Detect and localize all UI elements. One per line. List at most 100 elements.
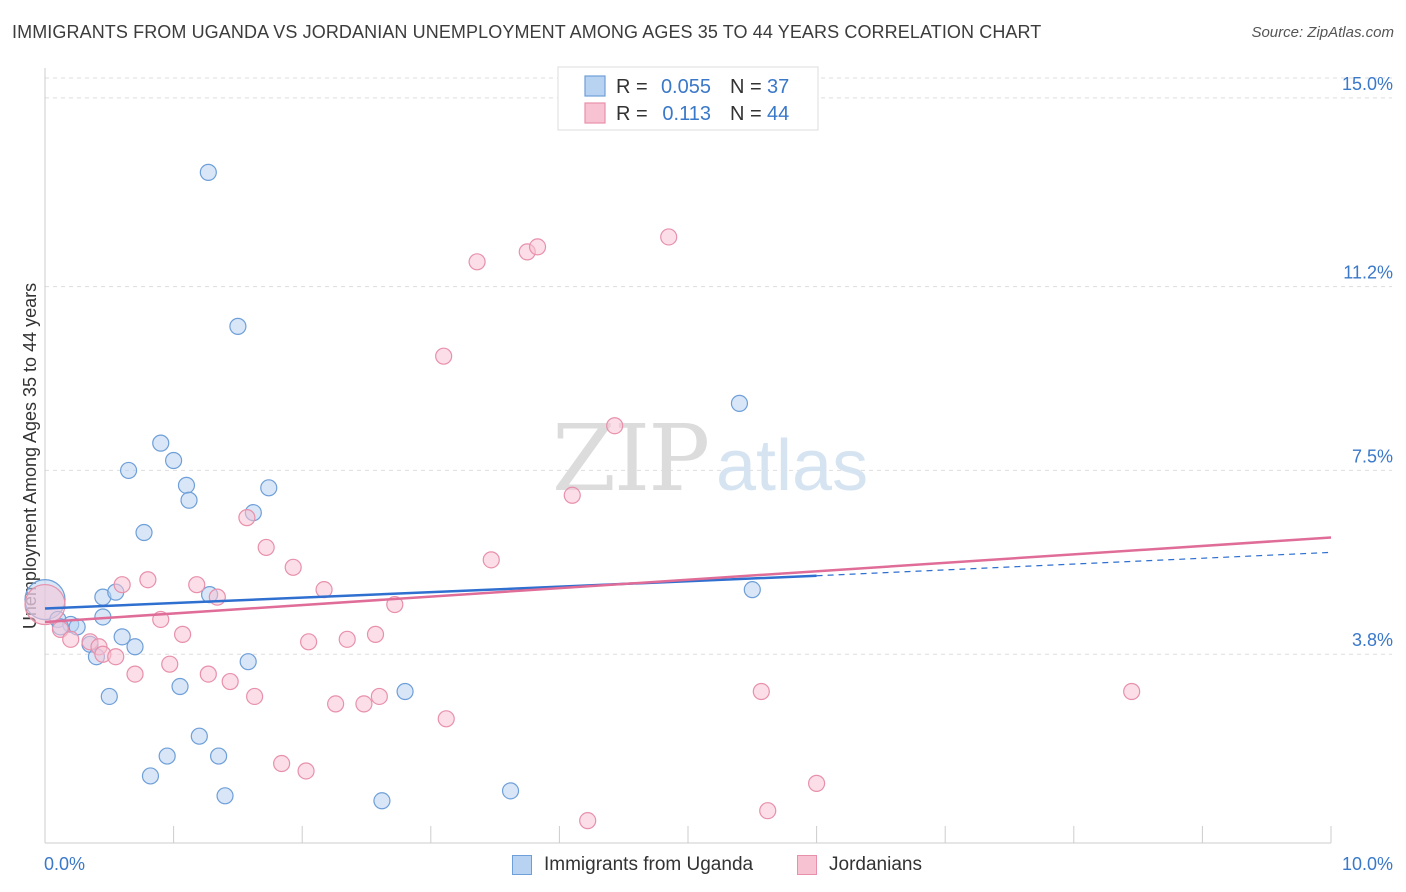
uganda-data-point — [743, 581, 761, 599]
legend-n-label: N = — [730, 103, 762, 125]
uganda-data-point — [199, 163, 217, 181]
jordanian-data-point — [660, 228, 678, 246]
uganda-trend-extension — [816, 551, 1332, 577]
jordanian-data-point — [238, 509, 256, 527]
uganda-data-point — [165, 451, 183, 470]
legend-swatch-pink — [797, 855, 817, 875]
jordanian-data-point — [327, 695, 345, 713]
jordanian-data-point — [107, 648, 125, 666]
uganda-data-point — [216, 787, 234, 805]
uganda-data-point — [730, 394, 749, 412]
jordanian-data-point — [338, 630, 356, 648]
jordanian-data-point — [174, 625, 192, 643]
x-tick-label: 10.0% — [1342, 854, 1393, 874]
jordanian-data-point — [300, 633, 318, 651]
legend-swatch-pink — [584, 102, 606, 124]
uganda-data-point — [141, 767, 160, 785]
jordanian-data-point — [437, 710, 455, 728]
uganda-data-point — [180, 491, 198, 509]
jordanian-data-point — [606, 417, 624, 435]
uganda-data-point — [190, 727, 208, 745]
jordanian-data-point — [113, 576, 131, 594]
uganda-data-point — [396, 682, 414, 701]
uganda-data-point — [135, 523, 153, 542]
jordanian-data-point — [579, 812, 597, 830]
uganda-data-point — [210, 747, 228, 765]
jordanian-trend-line — [44, 536, 1332, 624]
uganda-data-point — [177, 476, 196, 494]
legend-swatch-blue — [584, 75, 606, 97]
uganda-data-point — [501, 782, 520, 800]
legend-top: R = 0.055 N = 37 R = 0.113 N = 44 — [557, 66, 819, 131]
uganda-data-point — [152, 434, 170, 452]
uganda-data-point — [260, 479, 278, 497]
y-tick-label: 7.5% — [1352, 446, 1393, 466]
uganda-data-point — [171, 677, 189, 696]
source-label: Source: ZipAtlas.com — [1251, 24, 1394, 41]
bottom-legend-label: Immigrants from Uganda — [544, 854, 754, 875]
x-tick-label: 0.0% — [44, 854, 85, 874]
jordanian-data-point — [297, 762, 315, 780]
uganda-data-point — [373, 792, 391, 810]
jordanian-data-point — [199, 665, 217, 683]
legend-n-value: 44 — [767, 103, 789, 125]
legend-n-value: 37 — [767, 76, 789, 98]
jordanian-data-point — [126, 665, 144, 683]
jordanian-data-point — [62, 630, 80, 648]
jordanian-data-point — [759, 802, 777, 820]
watermark-atlas: atlas — [716, 426, 868, 506]
jordanian-data-point — [355, 695, 373, 713]
y-tick-label: 11.2% — [1343, 263, 1393, 283]
jordanian-data-point — [246, 687, 264, 706]
uganda-data-point — [229, 317, 247, 335]
y-tick-label: 15.0% — [1342, 74, 1393, 94]
jordanian-data-point — [24, 583, 66, 626]
jordanian-data-point — [807, 774, 826, 792]
jordanian-data-point — [528, 238, 547, 256]
jordanian-data-point — [482, 551, 500, 569]
jordanian-data-point — [257, 538, 275, 557]
jordanian-data-point — [386, 595, 404, 614]
grid-layer — [45, 77, 1392, 655]
y-tick-label: 3.8% — [1352, 630, 1393, 650]
bottom-legend-label: Jordanians — [829, 854, 922, 875]
jordanian-data-point — [221, 672, 239, 691]
y-axis-title: Unemployment Among Ages 35 to 44 years — [20, 283, 40, 629]
bottom-legend-item-uganda: Immigrants from Uganda — [512, 852, 753, 878]
points-layer — [24, 163, 1141, 830]
jordanian-data-point — [284, 558, 302, 576]
bottom-legend: Immigrants from Uganda Jordanians — [0, 852, 1406, 878]
jordanian-data-point — [752, 682, 770, 701]
jordanian-data-point — [468, 253, 486, 271]
jordanian-data-point — [208, 588, 226, 606]
trend-layer — [44, 536, 1332, 624]
jordanian-data-point — [139, 571, 157, 589]
jordanian-data-point — [188, 576, 206, 594]
uganda-data-point — [119, 461, 138, 480]
jordanian-data-point — [366, 625, 385, 643]
uganda-data-point — [158, 747, 176, 765]
jordanian-data-point — [435, 347, 453, 365]
jordanian-data-point — [1123, 682, 1141, 701]
jordanian-data-point — [273, 754, 291, 773]
bottom-legend-item-jordanians: Jordanians — [797, 852, 922, 878]
jordanian-data-point — [563, 486, 581, 504]
uganda-data-point — [100, 687, 118, 706]
uganda-data-point — [113, 628, 131, 646]
jordanian-data-point — [370, 687, 388, 706]
legend-r-value: 0.055 — [661, 76, 711, 98]
watermark: ZIP atlas — [552, 405, 868, 512]
uganda-trend-line — [44, 574, 817, 610]
jordanian-data-point — [161, 655, 179, 673]
uganda-data-point — [239, 653, 257, 671]
uganda-data-point — [126, 638, 144, 656]
legend-swatch-blue — [512, 855, 532, 875]
legend-r-value: 0.113 — [662, 103, 711, 125]
axis-layer: 3.8% 7.5% 11.2% 15.0% 0.0% 10.0% Unemployment … — [20, 68, 1393, 874]
legend-r-label: R = — [616, 76, 648, 98]
legend-r-label: R = — [616, 103, 648, 125]
legend-n-label: N = — [730, 76, 762, 98]
chart-title: IMMIGRANTS FROM UGANDA VS JORDANIAN UNEM… — [12, 22, 1042, 42]
